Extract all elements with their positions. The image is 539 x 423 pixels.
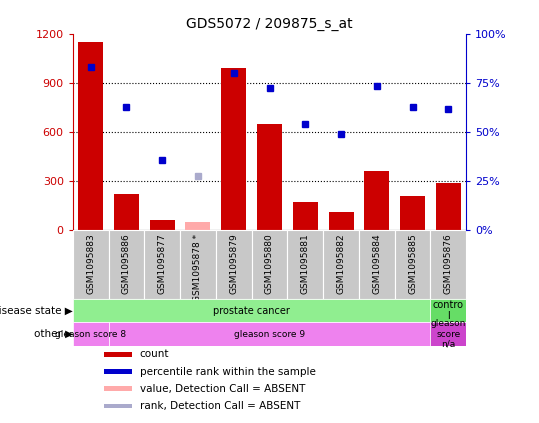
- Bar: [114, 194, 139, 230]
- Text: prostate cancer: prostate cancer: [213, 305, 290, 316]
- Bar: [144, 230, 180, 299]
- Bar: [73, 230, 108, 299]
- Text: GSM1095876: GSM1095876: [444, 233, 453, 294]
- Bar: [436, 183, 461, 230]
- Bar: [104, 404, 132, 408]
- Bar: [359, 230, 395, 299]
- Bar: [400, 196, 425, 230]
- Text: count: count: [140, 349, 169, 360]
- Text: percentile rank within the sample: percentile rank within the sample: [140, 367, 315, 376]
- Bar: [78, 42, 103, 230]
- Text: GSM1095880: GSM1095880: [265, 233, 274, 294]
- Bar: [329, 212, 354, 230]
- Text: gleason score 8: gleason score 8: [55, 330, 126, 338]
- Bar: [104, 386, 132, 391]
- Text: GSM1095877: GSM1095877: [158, 233, 167, 294]
- Text: disease state ▶: disease state ▶: [0, 305, 73, 316]
- Text: gleason
score
n/a: gleason score n/a: [431, 319, 466, 349]
- Bar: [185, 222, 211, 230]
- Text: gleason score 9: gleason score 9: [234, 330, 305, 338]
- Text: GSM1095885: GSM1095885: [408, 233, 417, 294]
- Bar: [216, 230, 252, 299]
- Title: GDS5072 / 209875_s_at: GDS5072 / 209875_s_at: [186, 17, 353, 31]
- Text: GSM1095879: GSM1095879: [229, 233, 238, 294]
- Text: rank, Detection Call = ABSENT: rank, Detection Call = ABSENT: [140, 401, 300, 411]
- Bar: [104, 352, 132, 357]
- Bar: [293, 202, 318, 230]
- Bar: [180, 230, 216, 299]
- Bar: [104, 369, 132, 374]
- Bar: [221, 68, 246, 230]
- Text: GSM1095886: GSM1095886: [122, 233, 131, 294]
- Text: GSM1095883: GSM1095883: [86, 233, 95, 294]
- Bar: [150, 220, 175, 230]
- Bar: [108, 322, 431, 346]
- Text: GSM1095884: GSM1095884: [372, 233, 381, 294]
- Bar: [323, 230, 359, 299]
- Bar: [364, 171, 389, 230]
- Bar: [108, 230, 144, 299]
- Bar: [431, 322, 466, 346]
- Bar: [252, 230, 287, 299]
- Text: GSM1095882: GSM1095882: [336, 233, 345, 294]
- Text: contro
l: contro l: [433, 300, 464, 321]
- Bar: [257, 124, 282, 230]
- Text: GSM1095878 *: GSM1095878 *: [194, 233, 203, 302]
- Bar: [395, 230, 431, 299]
- Text: GSM1095881: GSM1095881: [301, 233, 310, 294]
- Bar: [431, 299, 466, 322]
- Text: other ▶: other ▶: [33, 329, 73, 339]
- Bar: [287, 230, 323, 299]
- Bar: [73, 322, 108, 346]
- Bar: [431, 230, 466, 299]
- Text: value, Detection Call = ABSENT: value, Detection Call = ABSENT: [140, 384, 305, 394]
